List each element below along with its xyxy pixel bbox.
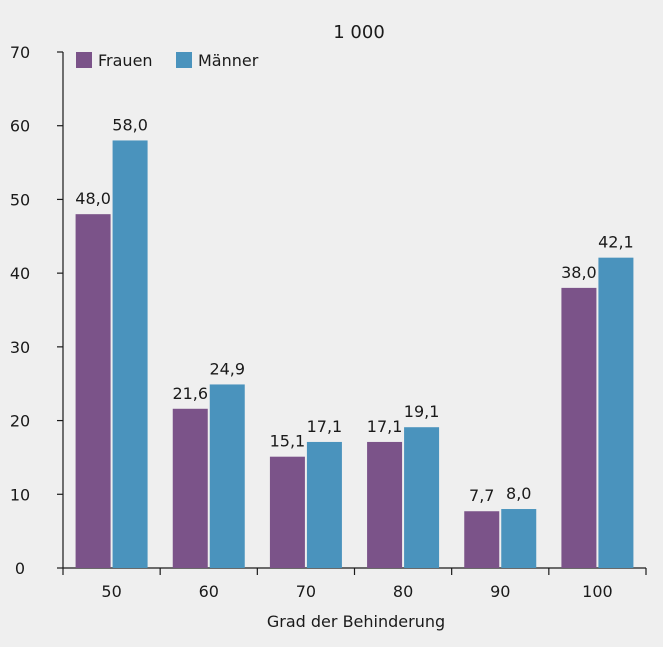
bar-frauen-60 [172, 408, 208, 568]
data-label: 19,1 [404, 402, 440, 421]
bar-frauen-80 [367, 441, 403, 568]
data-label: 17,1 [307, 417, 343, 436]
bars [75, 140, 634, 568]
data-label: 58,0 [112, 115, 148, 134]
legend-swatch-maenner [176, 52, 192, 68]
bar-maenner-50 [112, 140, 148, 568]
data-label: 48,0 [75, 189, 111, 208]
data-label: 38,0 [561, 263, 597, 282]
x-tick-label: 90 [490, 582, 510, 601]
legend-label-maenner: Männer [198, 51, 259, 70]
legend-swatch-frauen [76, 52, 92, 68]
data-label: 15,1 [270, 432, 306, 451]
data-label: 7,7 [469, 486, 494, 505]
y-axis: 0 10 20 30 40 50 60 70 [10, 43, 64, 578]
bar-frauen-50 [75, 214, 111, 568]
data-label: 24,9 [209, 359, 245, 378]
y-tick-label: 30 [10, 338, 30, 357]
y-tick-label: 50 [10, 190, 30, 209]
data-label: 42,1 [598, 233, 634, 252]
bar-maenner-70 [306, 441, 342, 568]
y-tick-label: 10 [10, 485, 30, 504]
x-tick-label: 100 [582, 582, 613, 601]
x-tick-label: 60 [199, 582, 219, 601]
y-tick-label: 0 [15, 559, 25, 578]
data-label: 21,6 [172, 384, 208, 403]
legend: Frauen Männer [76, 51, 259, 70]
bar-maenner-60 [209, 384, 245, 568]
y-tick-label: 70 [10, 43, 30, 62]
x-tick-label: 70 [296, 582, 316, 601]
y-tick-label: 20 [10, 412, 30, 431]
x-tick-label: 50 [101, 582, 121, 601]
data-label: 17,1 [367, 417, 403, 436]
x-tick-label: 80 [393, 582, 413, 601]
bar-frauen-70 [269, 456, 305, 568]
data-labels: 48,021,615,117,17,738,058,024,917,119,18… [75, 115, 633, 505]
legend-label-frauen: Frauen [98, 51, 153, 70]
data-label: 8,0 [506, 484, 531, 503]
chart-title: 1 000 [333, 22, 385, 43]
bar-frauen-100 [561, 287, 597, 568]
bar-maenner-100 [598, 257, 634, 568]
y-tick-label: 60 [10, 117, 30, 136]
y-tick-label: 40 [10, 264, 30, 283]
bar-maenner-90 [501, 509, 537, 568]
x-axis-title: Grad der Behinderung [267, 612, 445, 631]
x-axis: 50 60 70 80 90 100 [62, 567, 647, 601]
bar-maenner-80 [404, 427, 440, 568]
bar-frauen-90 [464, 511, 500, 568]
